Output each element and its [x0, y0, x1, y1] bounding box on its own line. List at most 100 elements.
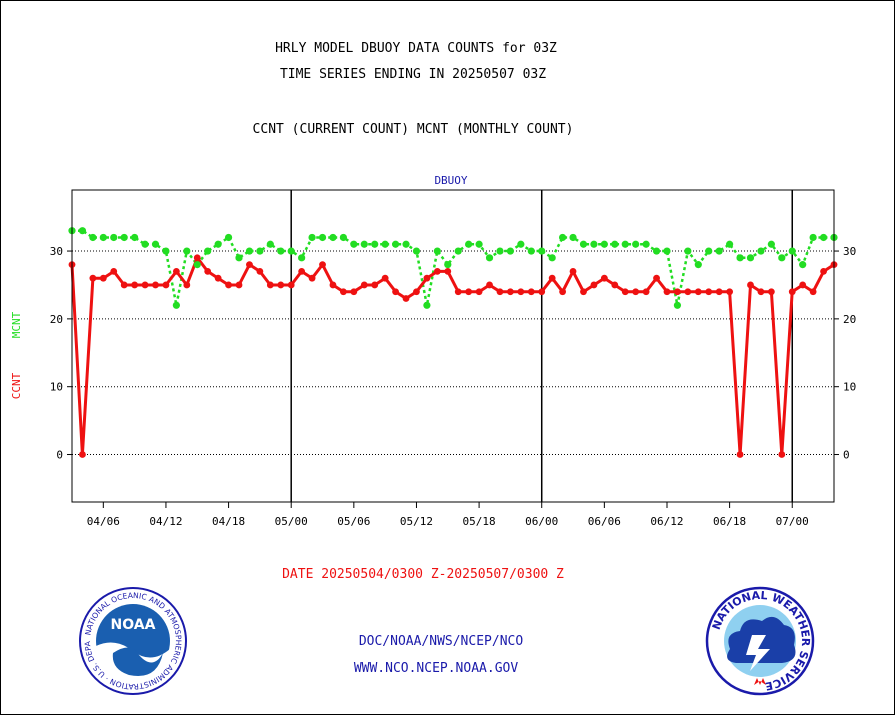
- mcnt-point: [89, 233, 97, 242]
- noaa-logo-icon: NOAA NATIONAL OCEANIC AND ATMOSPHERIC AD…: [79, 587, 187, 695]
- ccnt-point: [214, 274, 222, 282]
- x-tick-label: 05/06: [337, 515, 370, 528]
- footer-link-website[interactable]: WWW.NCO.NCEP.NOAA.GOV: [354, 661, 519, 676]
- mcnt-point: [371, 240, 379, 248]
- mcnt-point: [579, 240, 588, 248]
- ccnt-point: [767, 288, 775, 296]
- y-axis-label-ccnt: CCNT: [10, 372, 23, 399]
- ccnt-point: [392, 288, 399, 296]
- y-axis-label-mcnt: MCNT: [10, 311, 23, 338]
- ccnt-point: [674, 288, 681, 296]
- mcnt-point: [726, 240, 734, 248]
- mcnt-point: [496, 247, 504, 255]
- y-tick-label-right-20: 20: [843, 313, 856, 326]
- mcnt-point: [329, 233, 337, 242]
- mcnt-point: [318, 233, 327, 242]
- mcnt-point: [183, 247, 191, 255]
- ccnt-point: [757, 288, 765, 296]
- ccnt-point: [600, 274, 608, 282]
- mcnt-point: [506, 247, 515, 255]
- noaa-logo-text: NOAA: [111, 617, 156, 633]
- ccnt-point: [172, 267, 180, 275]
- ccnt-point: [684, 288, 692, 296]
- footer-link-doc[interactable]: DOC/NOAA/NWS/NCEP/NCO: [359, 634, 524, 649]
- ccnt-point: [120, 281, 128, 289]
- mcnt-point: [757, 247, 765, 255]
- mcnt-point: [485, 254, 494, 262]
- mcnt-point: [611, 240, 619, 248]
- mcnt-point: [684, 247, 692, 255]
- mcnt-point: [569, 233, 577, 242]
- ccnt-point: [715, 288, 723, 296]
- mcnt-point: [788, 247, 796, 255]
- mcnt-point: [652, 247, 661, 255]
- mcnt-point: [308, 233, 316, 242]
- mcnt-point: [663, 247, 671, 255]
- ccnt-point: [339, 288, 347, 296]
- x-axis-label: DATE 20250504/0300 Z-20250507/0300 Z: [282, 567, 564, 582]
- y-tick-label-right-10: 10: [843, 381, 856, 394]
- y-tick-label-right-30: 30: [843, 245, 856, 258]
- mcnt-point: [287, 247, 295, 255]
- ccnt-point: [621, 288, 629, 296]
- ccnt-point: [183, 281, 191, 289]
- ccnt-point: [277, 281, 285, 289]
- mcnt-point: [360, 240, 368, 248]
- data-points: [68, 227, 838, 458]
- ccnt-point: [517, 288, 525, 296]
- ccnt-point: [110, 267, 118, 275]
- mcnt-point: [778, 254, 786, 262]
- x-tick-label: 07/00: [776, 515, 809, 528]
- ccnt-point: [444, 267, 452, 275]
- subtitle: CCNT (CURRENT COUNT) MCNT (MONTHLY COUNT…: [253, 122, 574, 137]
- ccnt-point: [496, 288, 504, 296]
- mcnt-point: [736, 254, 744, 262]
- x-tick-label: 05/18: [463, 515, 496, 528]
- x-tick-label: 06/18: [713, 515, 746, 528]
- mcnt-point: [339, 233, 347, 242]
- day-boundaries: [290, 190, 793, 502]
- mcnt-point: [548, 254, 556, 262]
- mcnt-point: [350, 240, 358, 248]
- mcnt-point: [162, 247, 170, 255]
- ccnt-point: [99, 274, 107, 282]
- x-tick-label: 04/06: [87, 515, 120, 528]
- ccnt-point: [653, 274, 660, 282]
- ccnt-point: [820, 267, 827, 275]
- mcnt-point: [423, 301, 431, 309]
- mcnt-point: [193, 261, 201, 269]
- mcnt-point: [809, 233, 817, 242]
- ccnt-point: [256, 267, 264, 275]
- x-tick-label: 06/12: [650, 515, 683, 528]
- mcnt-point: [694, 261, 702, 269]
- mcnt-point: [402, 240, 410, 248]
- ccnt-point: [329, 281, 337, 289]
- mcnt-point: [381, 240, 389, 248]
- ccnt-point: [705, 288, 713, 296]
- mcnt-point: [590, 240, 598, 248]
- ccnt-point: [475, 288, 483, 296]
- ccnt-point: [152, 281, 159, 289]
- ccnt-point: [726, 288, 734, 296]
- ccnt-point: [747, 281, 754, 289]
- ccnt-point: [235, 281, 243, 289]
- mcnt-point: [120, 233, 128, 242]
- ccnt-point: [799, 281, 807, 289]
- mcnt-point: [673, 301, 682, 309]
- mcnt-point: [224, 233, 233, 242]
- mcnt-point: [151, 240, 160, 248]
- ccnt-point: [360, 281, 368, 289]
- ccnt-point: [538, 288, 546, 296]
- mcnt-point: [621, 240, 629, 248]
- title-line-2: TIME SERIES ENDING IN 20250507 03Z: [280, 67, 546, 82]
- ccnt-point: [266, 281, 274, 289]
- mcnt-point: [99, 233, 107, 242]
- ccnt-point: [642, 288, 650, 296]
- ccnt-point: [788, 288, 796, 296]
- mcnt-point: [110, 233, 118, 242]
- mcnt-point: [141, 240, 149, 248]
- mcnt-point: [799, 261, 807, 269]
- y-tick-label-left-10: 10: [50, 381, 63, 394]
- mcnt-point: [746, 254, 755, 262]
